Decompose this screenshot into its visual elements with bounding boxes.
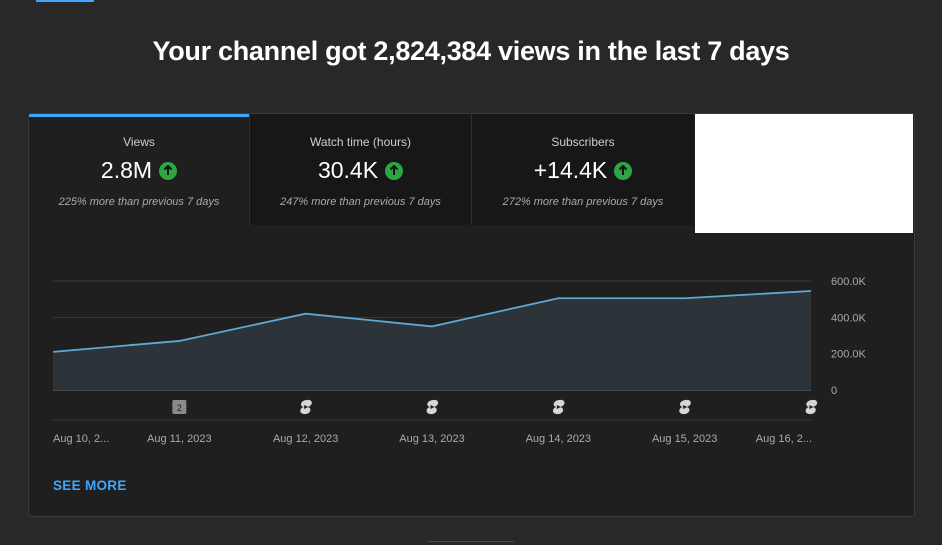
y-tick-label: 600.0K	[831, 276, 867, 288]
x-tick-label: Aug 14, 2023	[526, 433, 591, 445]
y-tick-label: 400.0K	[831, 312, 867, 324]
metric-label: Views	[123, 135, 155, 149]
analytics-card: Views 2.8M 225% more than previous 7 day…	[28, 113, 915, 517]
metric-change: 272% more than previous 7 days	[502, 196, 664, 208]
metric-value: 2.8M	[100, 157, 153, 183]
play-icon	[304, 405, 309, 409]
blank-panel	[695, 114, 913, 233]
divider	[471, 114, 472, 225]
see-more-button[interactable]: SEE MORE	[53, 478, 127, 493]
x-tick-label: Aug 11, 2023	[147, 433, 212, 445]
tab-watch-time[interactable]: Watch time (hours) 30.4K 247% more than …	[250, 114, 471, 225]
play-icon	[430, 405, 435, 409]
tab-subscribers[interactable]: Subscribers +14.4K 272% more than previo…	[472, 114, 694, 225]
x-tick-label: Aug 10, 2...	[53, 433, 109, 445]
x-tick-label: Aug 13, 2023	[399, 433, 464, 445]
metric-value: 30.4K	[317, 157, 379, 183]
x-tick-label: Aug 16, 2...	[756, 433, 812, 445]
arrow-up-icon	[385, 161, 404, 180]
metric-change: 225% more than previous 7 days	[58, 196, 220, 208]
metric-label: Watch time (hours)	[310, 135, 411, 149]
arrow-up-icon	[614, 161, 633, 180]
play-icon	[683, 405, 688, 409]
video-badge-icon: 2	[172, 400, 187, 414]
metric-value: +14.4K	[533, 157, 608, 183]
arrow-up-icon	[159, 161, 178, 180]
divider	[249, 114, 250, 225]
page-title: Your channel got 2,824,384 views in the …	[152, 36, 790, 66]
metric-label: Subscribers	[551, 135, 615, 149]
y-tick-label: 200.0K	[831, 349, 867, 361]
x-tick-label: Aug 15, 2023	[652, 433, 717, 445]
top-tab-indicator	[36, 0, 94, 2]
marker-label: 2	[177, 403, 182, 413]
scroll-indicator	[428, 541, 514, 542]
play-icon	[556, 405, 561, 409]
play-icon	[809, 405, 814, 409]
x-tick-label: Aug 12, 2023	[273, 433, 338, 445]
y-tick-label: 0	[831, 385, 837, 397]
views-chart: 600.0K 400.0K 200.0K 0 2 Aug 10, 2... Aug 11, …	[52, 276, 867, 445]
metric-change: 247% more than previous 7 days	[280, 196, 441, 208]
tab-views[interactable]: Views 2.8M 225% more than previous 7 day…	[29, 114, 249, 225]
series-area	[53, 290, 811, 390]
